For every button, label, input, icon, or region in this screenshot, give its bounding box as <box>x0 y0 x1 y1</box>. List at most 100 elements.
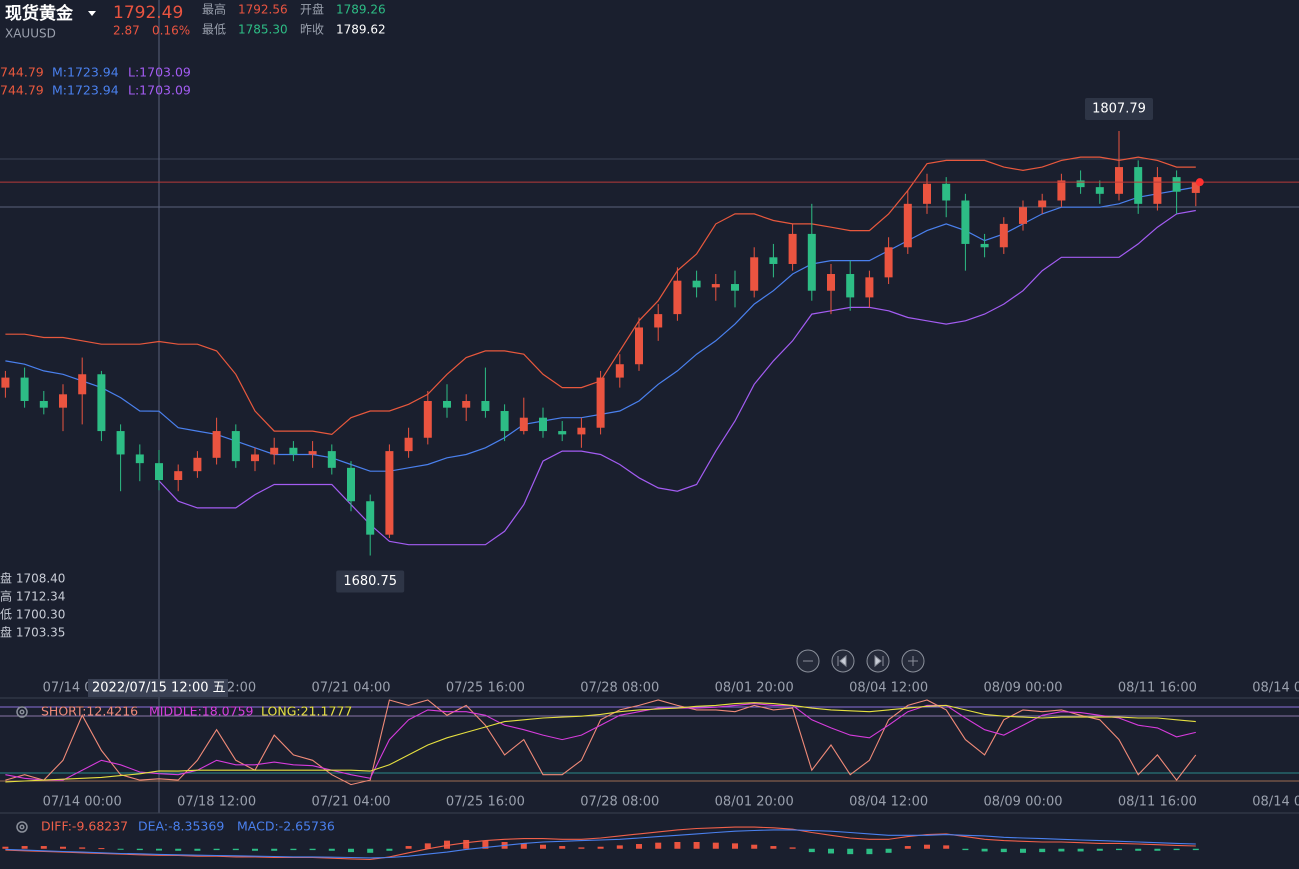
candle-body <box>193 457 202 472</box>
macd-bar <box>943 845 950 849</box>
x-tick-label: 08/09 00:00 <box>983 795 1062 810</box>
candle-body <box>366 501 375 535</box>
candle-body <box>999 223 1008 248</box>
stat-value: 1792.56 <box>238 3 288 17</box>
macd-bar <box>444 840 450 849</box>
candle-body <box>519 417 528 432</box>
candle-body <box>750 257 759 291</box>
candle-body <box>865 277 874 298</box>
macd-bar <box>463 839 470 849</box>
macd-bar <box>847 848 854 855</box>
candle-body <box>923 183 931 204</box>
candle-body <box>711 284 720 288</box>
macd-bar <box>693 842 700 849</box>
settings-icons <box>16 706 28 833</box>
legend-entry: M:1723.94 <box>52 65 119 80</box>
macd-bar <box>1039 848 1046 853</box>
candle-body <box>1 377 10 388</box>
macd-bar <box>578 847 585 849</box>
icon <box>19 824 25 830</box>
candle-body <box>596 377 605 428</box>
candle-body <box>327 451 336 468</box>
candle-body <box>961 200 970 244</box>
x-tick-label: 08/11 16:00 <box>1118 681 1197 696</box>
change: 2.87 <box>113 24 140 38</box>
x-tick-label: 08/04 12:00 <box>849 681 928 696</box>
macd-bar <box>1000 848 1007 853</box>
candle-body <box>1191 182 1200 193</box>
last-price-dot <box>1195 178 1204 187</box>
macd-bar <box>520 843 527 849</box>
candle-body <box>558 431 567 435</box>
time-tooltip <box>88 679 228 697</box>
macd-bar <box>751 844 758 849</box>
icon <box>908 656 918 666</box>
readout: 高 1712.34 <box>0 589 65 604</box>
macd-bar <box>866 848 873 855</box>
legend-entry: DIFF:-9.68237 <box>41 819 128 834</box>
low-label-box <box>336 570 405 593</box>
candle-body <box>1115 167 1123 194</box>
x-tick-label: 08/01 20:00 <box>715 681 794 696</box>
change-pct: 0.16% <box>152 24 190 38</box>
macd-bar <box>789 847 796 849</box>
dropdown-caret[interactable] <box>88 11 96 16</box>
macd-bar <box>348 848 354 853</box>
macd-bar <box>828 848 834 854</box>
plot-layer: 1807.79 1680.75 744.79 M:1723.94 L:1703.09 74… <box>0 65 1299 861</box>
icon <box>874 654 884 668</box>
line <box>5 826 1196 861</box>
macd-bar <box>540 844 546 849</box>
macd-bar <box>2 846 9 849</box>
candle-body <box>231 431 240 462</box>
macd-bar <box>712 842 719 849</box>
macd-bar <box>770 846 777 849</box>
macd-bar <box>328 848 335 851</box>
stat-label: 最高 <box>202 2 226 17</box>
macd-bar <box>1020 848 1026 853</box>
candle-body <box>212 431 221 458</box>
candle-body <box>673 280 682 315</box>
settings-button[interactable] <box>16 706 28 718</box>
readout: 低 1700.30 <box>0 608 65 622</box>
candle-body <box>731 284 739 291</box>
candle-body <box>174 471 183 481</box>
stat-value: 1789.26 <box>336 3 386 17</box>
macd-bar <box>597 846 604 849</box>
candle-body <box>385 451 394 535</box>
macd-bar <box>1154 848 1161 851</box>
settings-button[interactable] <box>16 821 28 833</box>
candle-body <box>462 400 471 408</box>
macd-bar <box>194 848 201 851</box>
candle-body <box>577 427 586 435</box>
candle-body <box>1038 200 1047 208</box>
x-tick-label: 08/14 00:00 <box>1252 795 1299 810</box>
candle-body <box>788 233 797 264</box>
x-tick-label: 08/11 16:00 <box>1118 795 1197 810</box>
macd-bar <box>616 845 623 849</box>
candle-body <box>539 417 547 432</box>
instrument-title: 现货黄金 <box>5 3 74 24</box>
macd-bar <box>885 848 892 853</box>
x-tick-label: 07/21 04:00 <box>311 795 390 810</box>
macd-bar <box>424 843 431 849</box>
macd-bar <box>252 848 258 851</box>
legend-entry: MIDDLE:18.0759 <box>149 704 254 719</box>
candle-body <box>1134 167 1143 204</box>
line <box>5 829 1196 859</box>
candle-body <box>807 233 816 291</box>
last-price: 1792.49 <box>113 3 183 23</box>
candle-body <box>769 257 778 264</box>
macd-bar <box>732 843 738 849</box>
macd-bar <box>98 848 105 850</box>
x-tick-label: 07/25 16:00 <box>446 681 525 696</box>
candle-body <box>481 400 490 412</box>
macd-bar <box>156 848 162 851</box>
macd-bar <box>271 848 278 851</box>
candle-body <box>500 411 509 432</box>
line <box>5 703 1196 781</box>
candle-body <box>942 183 951 201</box>
macd-bar <box>636 844 642 849</box>
stat-value: 1789.62 <box>336 23 386 37</box>
